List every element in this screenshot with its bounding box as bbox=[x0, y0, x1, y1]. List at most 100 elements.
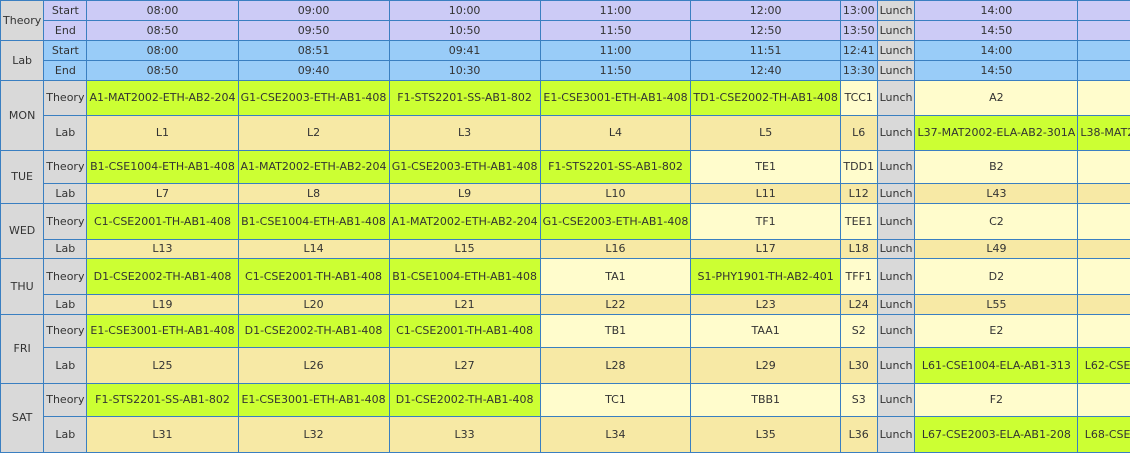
free-slot[interactable]: E2 bbox=[1077, 383, 1130, 417]
free-slot[interactable]: S2 bbox=[839, 314, 878, 348]
registered-slot[interactable]: D1-CSE2002-TH-AB1-408 bbox=[388, 383, 541, 417]
free-slot[interactable]: L14 bbox=[237, 239, 390, 259]
registered-slot[interactable]: TD1-CSE2002-TH-AB1-408 bbox=[690, 80, 841, 116]
registered-slot[interactable]: D1-CSE2002-TH-AB1-408 bbox=[86, 258, 239, 295]
free-slot[interactable]: E2 bbox=[914, 314, 1079, 348]
free-slot[interactable]: F2 bbox=[914, 383, 1079, 417]
free-slot[interactable]: A2 bbox=[914, 80, 1079, 116]
time-cell: 14:50 bbox=[914, 60, 1079, 81]
free-slot[interactable]: L11 bbox=[690, 183, 841, 204]
free-slot[interactable]: L5 bbox=[690, 115, 841, 151]
free-slot[interactable]: L16 bbox=[539, 239, 692, 259]
free-slot[interactable]: L36 bbox=[839, 416, 878, 453]
free-slot[interactable]: L15 bbox=[388, 239, 541, 259]
free-slot[interactable]: L44 bbox=[1077, 183, 1130, 204]
free-slot[interactable]: L13 bbox=[86, 239, 239, 259]
registered-slot[interactable]: A1-MAT2002-ETH-AB2-204 bbox=[86, 80, 239, 116]
registered-slot[interactable]: F1-STS2201-SS-AB1-802 bbox=[86, 383, 239, 417]
free-slot[interactable]: A2 bbox=[1077, 150, 1130, 184]
free-slot[interactable]: TCC1 bbox=[839, 80, 878, 116]
free-slot[interactable]: L8 bbox=[237, 183, 390, 204]
free-slot[interactable]: L43 bbox=[914, 183, 1079, 204]
free-slot[interactable]: D2 bbox=[914, 258, 1079, 295]
registered-slot[interactable]: C1-CSE2001-TH-AB1-408 bbox=[388, 314, 541, 348]
registered-slot[interactable]: D1-CSE2002-TH-AB1-408 bbox=[237, 314, 390, 348]
registered-slot[interactable]: L67-CSE2003-ELA-AB1-208 bbox=[914, 416, 1079, 453]
free-slot[interactable]: L17 bbox=[690, 239, 841, 259]
free-slot[interactable]: L50 bbox=[1077, 239, 1130, 259]
registered-slot[interactable]: G1-CSE2003-ETH-AB1-408 bbox=[539, 203, 692, 240]
free-slot[interactable]: L34 bbox=[539, 416, 692, 453]
registered-slot[interactable]: F1-STS2201-SS-AB1-802 bbox=[539, 150, 692, 184]
free-slot[interactable]: B2 bbox=[1077, 203, 1130, 240]
registered-slot[interactable]: C1-CSE2001-TH-AB1-408 bbox=[86, 203, 239, 240]
registered-slot[interactable]: A1-MAT2002-ETH-AB2-204 bbox=[388, 203, 541, 240]
free-slot[interactable]: L30 bbox=[839, 347, 878, 384]
day-row-lab: LabL7L8L9L10L11L12LunchL43L44L45L46L47L4… bbox=[1, 183, 1130, 204]
free-slot[interactable]: G2 bbox=[1077, 80, 1130, 116]
free-slot[interactable]: D2 bbox=[1077, 314, 1130, 348]
free-slot[interactable]: L31 bbox=[86, 416, 239, 453]
registered-slot[interactable]: E1-CSE3001-ETH-AB1-408 bbox=[539, 80, 692, 116]
free-slot[interactable]: L19 bbox=[86, 294, 239, 315]
free-slot[interactable]: L35 bbox=[690, 416, 841, 453]
free-slot[interactable]: L56 bbox=[1077, 294, 1130, 315]
free-slot[interactable]: TFF1 bbox=[839, 258, 878, 295]
free-slot[interactable]: L3 bbox=[388, 115, 541, 151]
registered-slot[interactable]: S1-PHY1901-TH-AB2-401 bbox=[690, 258, 841, 295]
free-slot[interactable]: TDD1 bbox=[839, 150, 878, 184]
free-slot[interactable]: TA1 bbox=[539, 258, 692, 295]
free-slot[interactable]: C2 bbox=[914, 203, 1079, 240]
registered-slot[interactable]: F1-STS2201-SS-AB1-802 bbox=[388, 80, 541, 116]
free-slot[interactable]: L49 bbox=[914, 239, 1079, 259]
free-slot[interactable]: L18 bbox=[839, 239, 878, 259]
free-slot[interactable]: L9 bbox=[388, 183, 541, 204]
free-slot[interactable]: TC1 bbox=[539, 383, 692, 417]
free-slot[interactable]: TEE1 bbox=[839, 203, 878, 240]
free-slot[interactable]: S3 bbox=[839, 383, 878, 417]
free-slot[interactable]: L23 bbox=[690, 294, 841, 315]
free-slot[interactable]: L1 bbox=[86, 115, 239, 151]
free-slot[interactable]: TF1 bbox=[690, 203, 841, 240]
free-slot[interactable]: L24 bbox=[839, 294, 878, 315]
free-slot[interactable]: L4 bbox=[539, 115, 692, 151]
free-slot[interactable]: TBB1 bbox=[690, 383, 841, 417]
free-slot[interactable]: L20 bbox=[237, 294, 390, 315]
free-slot[interactable]: L26 bbox=[237, 347, 390, 384]
registered-slot[interactable]: G1-CSE2003-ETH-AB1-408 bbox=[237, 80, 390, 116]
free-slot[interactable]: L28 bbox=[539, 347, 692, 384]
free-slot[interactable]: L55 bbox=[914, 294, 1079, 315]
registered-slot[interactable]: L62-CSE1004-ELA-AB1-313 bbox=[1077, 347, 1130, 384]
free-slot[interactable]: L12 bbox=[839, 183, 878, 204]
free-slot[interactable]: C2 bbox=[1077, 258, 1130, 295]
registered-slot[interactable]: E1-CSE3001-ETH-AB1-408 bbox=[237, 383, 390, 417]
registered-slot[interactable]: B1-CSE1004-ETH-AB1-408 bbox=[388, 258, 541, 295]
free-slot[interactable]: L33 bbox=[388, 416, 541, 453]
free-slot[interactable]: L29 bbox=[690, 347, 841, 384]
free-slot[interactable]: B2 bbox=[914, 150, 1079, 184]
lunch-cell: Lunch bbox=[876, 347, 916, 384]
free-slot[interactable]: L22 bbox=[539, 294, 692, 315]
free-slot[interactable]: L6 bbox=[839, 115, 878, 151]
free-slot[interactable]: L25 bbox=[86, 347, 239, 384]
registered-slot[interactable]: A1-MAT2002-ETH-AB2-204 bbox=[237, 150, 390, 184]
free-slot[interactable]: TB1 bbox=[539, 314, 692, 348]
free-slot[interactable]: L10 bbox=[539, 183, 692, 204]
free-slot[interactable]: L32 bbox=[237, 416, 390, 453]
free-slot[interactable]: L7 bbox=[86, 183, 239, 204]
registered-slot[interactable]: C1-CSE2001-TH-AB1-408 bbox=[237, 258, 390, 295]
free-slot[interactable]: L27 bbox=[388, 347, 541, 384]
free-slot[interactable]: L2 bbox=[237, 115, 390, 151]
registered-slot[interactable]: G1-CSE2003-ETH-AB1-408 bbox=[388, 150, 541, 184]
free-slot[interactable]: L21 bbox=[388, 294, 541, 315]
registered-slot[interactable]: L37-MAT2002-ELA-AB2-301A bbox=[914, 115, 1079, 151]
day-row-theory: FRI Theory E1-CSE3001-ETH-AB1-408 D1-CSE200… bbox=[0, 314, 1130, 384]
registered-slot[interactable]: L38-MAT2002-ELA-AB2-301A bbox=[1077, 115, 1130, 151]
registered-slot[interactable]: B1-CSE1004-ETH-AB1-408 bbox=[237, 203, 390, 240]
registered-slot[interactable]: L61-CSE1004-ELA-AB1-313 bbox=[914, 347, 1079, 384]
free-slot[interactable]: TAA1 bbox=[690, 314, 841, 348]
registered-slot[interactable]: B1-CSE1004-ETH-AB1-408 bbox=[86, 150, 239, 184]
free-slot[interactable]: TE1 bbox=[690, 150, 841, 184]
registered-slot[interactable]: E1-CSE3001-ETH-AB1-408 bbox=[86, 314, 239, 348]
registered-slot[interactable]: L68-CSE2003-ELA-AB1-208 bbox=[1077, 416, 1130, 453]
